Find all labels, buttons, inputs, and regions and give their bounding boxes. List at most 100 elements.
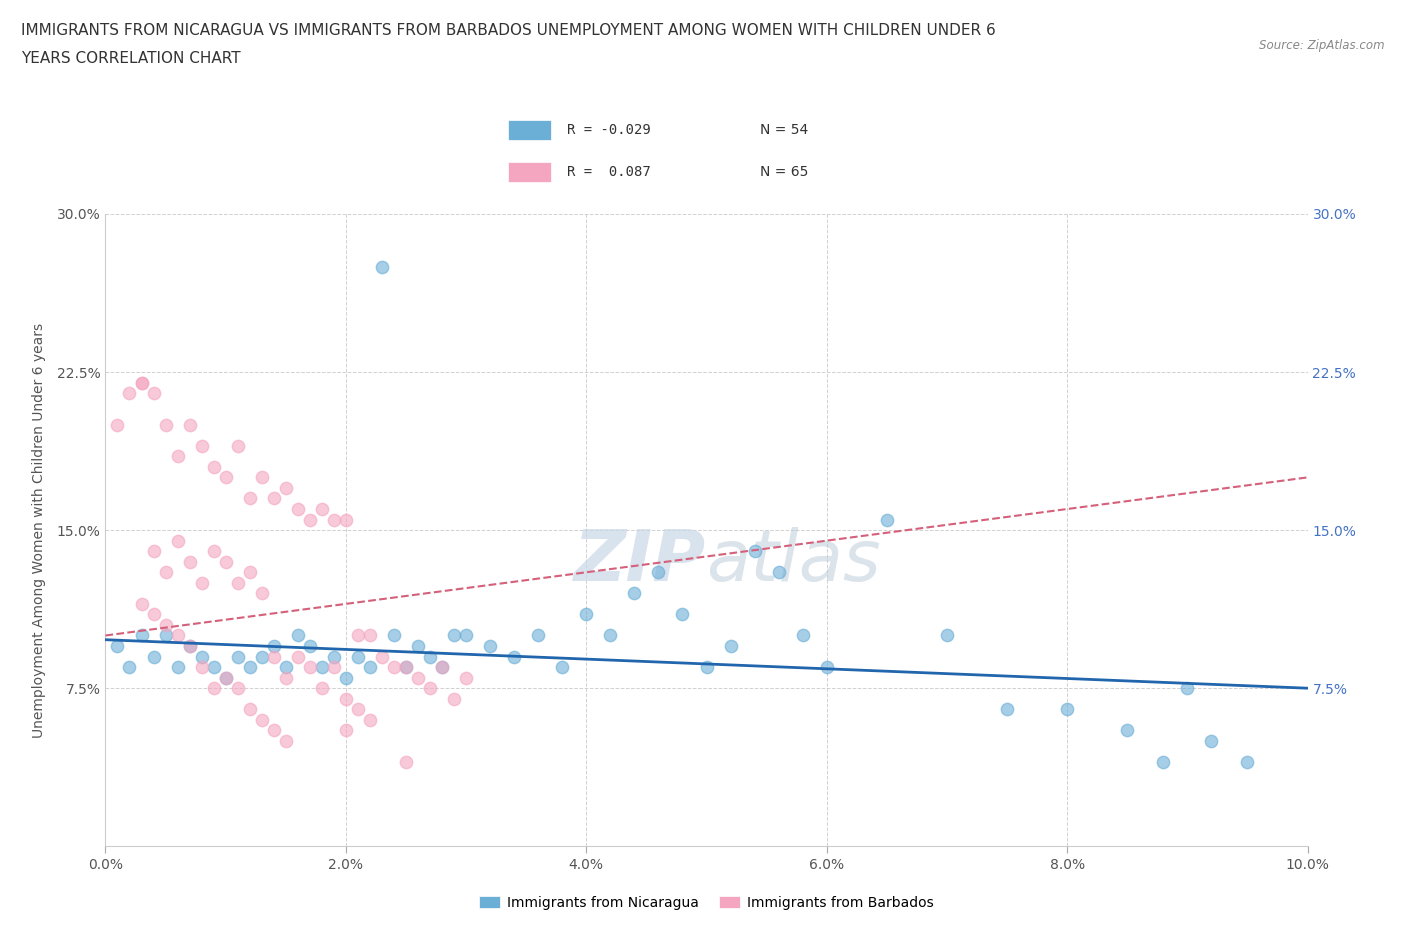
Point — [744, 544, 766, 559]
Point — [322, 659, 344, 674]
Point — [359, 628, 381, 643]
Point — [142, 544, 165, 559]
Point — [1236, 754, 1258, 769]
Point — [1201, 734, 1223, 749]
Point — [250, 586, 273, 601]
Point — [347, 702, 370, 717]
Point — [876, 512, 898, 527]
Point — [239, 565, 262, 579]
Point — [1175, 681, 1198, 696]
Point — [190, 659, 212, 674]
Point — [551, 659, 574, 674]
Legend: Immigrants from Nicaragua, Immigrants from Barbados: Immigrants from Nicaragua, Immigrants fr… — [474, 890, 939, 915]
Point — [155, 418, 177, 432]
Point — [263, 491, 285, 506]
Point — [179, 639, 201, 654]
Point — [298, 659, 321, 674]
Point — [311, 659, 333, 674]
Point — [214, 470, 236, 485]
Point — [768, 565, 790, 579]
Point — [274, 671, 297, 685]
Text: N = 65: N = 65 — [759, 165, 808, 179]
Point — [382, 659, 405, 674]
FancyBboxPatch shape — [508, 120, 551, 140]
Point — [179, 418, 201, 432]
Point — [371, 649, 394, 664]
Point — [155, 628, 177, 643]
Point — [298, 639, 321, 654]
Point — [419, 649, 441, 664]
Point — [214, 671, 236, 685]
Point — [239, 491, 262, 506]
Text: IMMIGRANTS FROM NICARAGUA VS IMMIGRANTS FROM BARBADOS UNEMPLOYMENT AMONG WOMEN W: IMMIGRANTS FROM NICARAGUA VS IMMIGRANTS … — [21, 23, 995, 38]
Point — [623, 586, 645, 601]
Point — [250, 712, 273, 727]
Point — [166, 533, 188, 548]
Point — [347, 628, 370, 643]
Point — [382, 628, 405, 643]
Point — [166, 449, 188, 464]
Point — [503, 649, 526, 664]
Point — [274, 481, 297, 496]
Point — [599, 628, 621, 643]
Point — [335, 512, 357, 527]
Y-axis label: Unemployment Among Women with Children Under 6 years: Unemployment Among Women with Children U… — [31, 323, 45, 737]
Point — [371, 259, 394, 274]
Text: N = 54: N = 54 — [759, 123, 808, 138]
Point — [406, 671, 429, 685]
Point — [454, 628, 477, 643]
Point — [214, 671, 236, 685]
Text: ZIP: ZIP — [574, 527, 707, 596]
Point — [419, 681, 441, 696]
Point — [696, 659, 718, 674]
Point — [575, 607, 598, 622]
Point — [202, 659, 225, 674]
Point — [359, 659, 381, 674]
Point — [395, 659, 418, 674]
Point — [155, 565, 177, 579]
Point — [118, 386, 141, 401]
Point — [335, 671, 357, 685]
Point — [142, 386, 165, 401]
Point — [202, 544, 225, 559]
Point — [179, 639, 201, 654]
Point — [720, 639, 742, 654]
Point — [298, 512, 321, 527]
Point — [395, 659, 418, 674]
Point — [443, 691, 465, 706]
Point — [322, 512, 344, 527]
Point — [995, 702, 1018, 717]
Point — [263, 723, 285, 737]
Point — [1152, 754, 1174, 769]
Point — [107, 418, 129, 432]
Point — [202, 681, 225, 696]
Point — [430, 659, 453, 674]
Point — [142, 649, 165, 664]
Point — [131, 375, 153, 390]
Point — [263, 649, 285, 664]
Point — [359, 712, 381, 727]
Point — [322, 649, 344, 664]
Point — [250, 470, 273, 485]
Point — [226, 649, 249, 664]
Point — [131, 596, 153, 611]
Point — [250, 649, 273, 664]
Point — [226, 438, 249, 453]
Point — [214, 554, 236, 569]
Point — [179, 554, 201, 569]
Point — [131, 628, 153, 643]
Point — [936, 628, 959, 643]
Point — [395, 754, 418, 769]
FancyBboxPatch shape — [508, 162, 551, 182]
Point — [226, 576, 249, 591]
Point — [1056, 702, 1078, 717]
Point — [142, 607, 165, 622]
Point — [118, 659, 141, 674]
Point — [335, 723, 357, 737]
Point — [226, 681, 249, 696]
Text: atlas: atlas — [707, 527, 882, 596]
Point — [190, 438, 212, 453]
Point — [347, 649, 370, 664]
Point — [166, 659, 188, 674]
Point — [335, 691, 357, 706]
